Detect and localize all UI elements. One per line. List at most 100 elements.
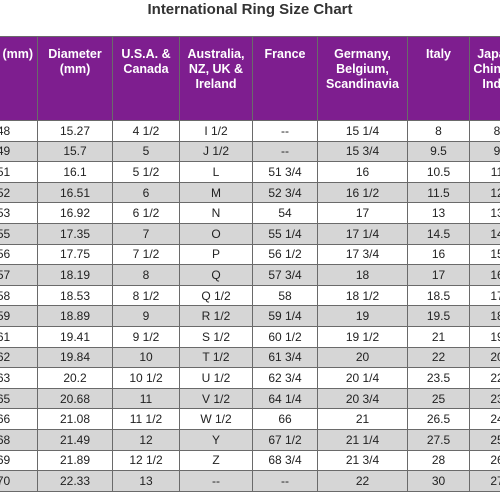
cell-australia-nz-uk-ireland: V 1/2 [179,387,253,410]
cell-italy: 27.5 [407,428,470,451]
cell-usa-canada: 6 1/2 [112,202,180,224]
cell-italy: 22 [407,346,470,369]
table-row: 6119.419 1/2S 1/260 1/219 1/22119 [0,325,500,348]
cell-japan-china-india: 26 [469,449,500,472]
column-header-australia-nz-uk-ireland: Australia, NZ, UK & Ireland [179,36,253,121]
cell-france: 60 1/2 [252,325,318,348]
cell-germany-belgium-scandinavia: 16 1/2 [317,181,408,204]
ring-size-table: Size (mm) Diameter (mm) U.S.A. & Canada … [0,36,500,492]
cell-france: -- [252,140,318,163]
cell-italy: 23.5 [407,367,470,389]
cell-france: 54 [252,202,318,224]
cell-france: 57 3/4 [252,264,318,286]
cell-diameter: 20.68 [37,387,113,410]
column-header-italy: Italy [407,36,470,121]
cell-france: 66 [252,408,318,430]
cell-australia-nz-uk-ireland: P [179,243,253,266]
cell-italy: 26.5 [407,408,470,430]
cell-size: 62 [0,346,38,369]
cell-germany-belgium-scandinavia: 17 [317,202,408,224]
cell-germany-belgium-scandinavia: 21 3/4 [317,449,408,472]
cell-italy: 30 [407,470,470,492]
cell-diameter: 16.92 [37,202,113,224]
cell-germany-belgium-scandinavia: 18 1/2 [317,284,408,307]
cell-japan-china-india: 15 [469,243,500,266]
cell-diameter: 18.89 [37,305,113,327]
cell-france: -- [252,470,318,492]
cell-australia-nz-uk-ireland: N [179,202,253,224]
cell-diameter: 15.7 [37,140,113,163]
cell-size: 55 [0,222,38,245]
cell-germany-belgium-scandinavia: 19 1/2 [317,325,408,348]
cell-size: 58 [0,284,38,307]
cell-usa-canada: 8 [112,264,180,286]
cell-germany-belgium-scandinavia: 16 [317,161,408,183]
cell-diameter: 17.75 [37,243,113,266]
table-row: 4815.274 1/2I 1/2--15 1/488 [0,120,500,142]
cell-size: 53 [0,202,38,224]
cell-diameter: 19.84 [37,346,113,369]
cell-size: 59 [0,305,38,327]
cell-usa-canada: 12 1/2 [112,449,180,472]
cell-usa-canada: 4 1/2 [112,120,180,142]
cell-diameter: 18.19 [37,264,113,286]
cell-japan-china-india: 18 [469,305,500,327]
cell-italy: 25 [407,387,470,410]
cell-australia-nz-uk-ireland: J 1/2 [179,140,253,163]
cell-france: -- [252,120,318,142]
cell-italy: 17 [407,264,470,286]
cell-usa-canada: 13 [112,470,180,492]
cell-france: 58 [252,284,318,307]
cell-france: 52 3/4 [252,181,318,204]
cell-italy: 16 [407,243,470,266]
cell-japan-china-india: 24 [469,408,500,430]
cell-size: 56 [0,243,38,266]
table-row: 4915.75J 1/2--15 3/49.59 [0,140,500,163]
cell-size: 61 [0,325,38,348]
cell-japan-china-india: 22 [469,367,500,389]
cell-usa-canada: 9 1/2 [112,325,180,348]
cell-australia-nz-uk-ireland: W 1/2 [179,408,253,430]
cell-size: 48 [0,120,38,142]
cell-usa-canada: 5 1/2 [112,161,180,183]
cell-diameter: 20.2 [37,367,113,389]
cell-japan-china-india: 11 [469,161,500,183]
cell-usa-canada: 6 [112,181,180,204]
cell-france: 51 3/4 [252,161,318,183]
cell-japan-china-india: 19 [469,325,500,348]
cell-france: 59 1/4 [252,305,318,327]
cell-germany-belgium-scandinavia: 15 1/4 [317,120,408,142]
cell-usa-canada: 10 [112,346,180,369]
cell-italy: 8 [407,120,470,142]
cell-japan-china-india: 12 [469,181,500,204]
cell-australia-nz-uk-ireland: U 1/2 [179,367,253,389]
cell-japan-china-india: 14 [469,222,500,245]
cell-japan-china-india: 17 [469,284,500,307]
cell-germany-belgium-scandinavia: 22 [317,470,408,492]
cell-japan-china-india: 20 [469,346,500,369]
cell-usa-canada: 7 1/2 [112,243,180,266]
cell-diameter: 16.51 [37,181,113,204]
column-header-france: France [252,36,318,121]
cell-diameter: 21.08 [37,408,113,430]
column-header-germany-belgium-scandinavia: Germany, Belgium, Scandinavia [317,36,408,121]
cell-italy: 28 [407,449,470,472]
cell-size: 49 [0,140,38,163]
cell-australia-nz-uk-ireland: Z [179,449,253,472]
cell-france: 68 3/4 [252,449,318,472]
cell-usa-canada: 8 1/2 [112,284,180,307]
cell-france: 64 1/4 [252,387,318,410]
cell-germany-belgium-scandinavia: 20 [317,346,408,369]
cell-france: 61 3/4 [252,346,318,369]
cell-france: 67 1/2 [252,428,318,451]
cell-japan-china-india: 13 [469,202,500,224]
cell-japan-china-india: 25 [469,428,500,451]
column-header-diameter: Diameter (mm) [37,36,113,121]
cell-australia-nz-uk-ireland: Q [179,264,253,286]
